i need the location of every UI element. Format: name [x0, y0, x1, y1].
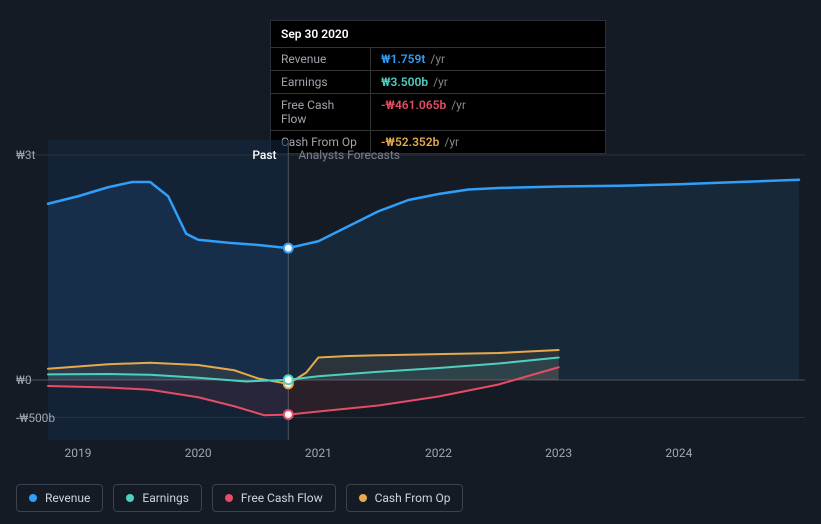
tooltip-row: Earnings₩3.500b /yr: [271, 70, 605, 93]
y-axis-tick-label: -₩500b: [16, 411, 55, 425]
tooltip-label: Earnings: [271, 71, 371, 93]
legend-dot-icon: [225, 494, 233, 502]
chart-area: Past Analysts Forecasts ₩3t ₩0 -₩500b 2019 2…: [16, 120, 805, 474]
legend-item-cashfromop[interactable]: Cash From Op: [346, 484, 464, 512]
legend-item-revenue[interactable]: Revenue: [16, 484, 103, 512]
tooltip-value: ₩1.759t /yr: [371, 48, 605, 70]
tooltip-label: Revenue: [271, 48, 371, 70]
legend-item-earnings[interactable]: Earnings: [113, 484, 202, 512]
x-axis-tick-label: 2022: [425, 446, 452, 460]
region-label-forecast: Analysts Forecasts: [298, 148, 400, 162]
x-axis-tick-label: 2020: [185, 446, 212, 460]
x-axis-tick-label: 2024: [665, 446, 692, 460]
tooltip-row: Revenue₩1.759t /yr: [271, 48, 605, 70]
x-axis-tick-label: 2023: [545, 446, 572, 460]
region-label-past: Past: [252, 148, 276, 162]
y-axis-tick-label: ₩0: [16, 373, 32, 387]
chart-svg: [16, 120, 805, 470]
legend-dot-icon: [29, 494, 37, 502]
legend-label: Revenue: [45, 491, 90, 505]
y-axis-tick-label: ₩3t: [16, 148, 36, 162]
chart-legend: Revenue Earnings Free Cash Flow Cash From O…: [16, 484, 463, 512]
legend-label: Free Cash Flow: [241, 491, 323, 505]
tooltip-value: ₩3.500b /yr: [371, 71, 605, 93]
legend-dot-icon: [126, 494, 134, 502]
x-axis-tick-label: 2019: [65, 446, 92, 460]
x-axis-tick-label: 2021: [305, 446, 332, 460]
legend-label: Earnings: [142, 491, 189, 505]
legend-dot-icon: [359, 494, 367, 502]
legend-label: Cash From Op: [375, 491, 451, 505]
legend-item-fcf[interactable]: Free Cash Flow: [212, 484, 336, 512]
tooltip-date: Sep 30 2020: [271, 21, 605, 48]
